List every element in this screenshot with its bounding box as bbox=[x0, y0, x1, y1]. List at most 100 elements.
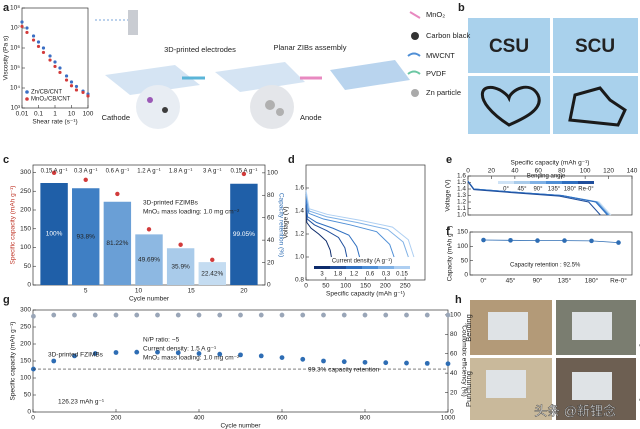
y-axis-label: Viscosity (Pa s) bbox=[3, 36, 10, 81]
point bbox=[175, 312, 181, 318]
y-axis-label: Voltage (V) bbox=[283, 206, 290, 238]
retention-marker bbox=[146, 227, 152, 232]
y-tick-label: 0.8 bbox=[295, 277, 304, 284]
x-tick-label: 0.01 bbox=[16, 111, 29, 118]
bar bbox=[40, 183, 68, 285]
point bbox=[51, 312, 57, 318]
x-tick-label: 80 bbox=[558, 168, 566, 175]
legend-swatch bbox=[330, 266, 346, 269]
legend-swatch bbox=[578, 181, 594, 184]
y2-tick-label: 40 bbox=[450, 370, 458, 377]
point bbox=[424, 360, 430, 366]
y2-axis-label: Capacity retention (%) bbox=[277, 193, 284, 257]
panel-label: f bbox=[446, 226, 450, 238]
retention-label: 49.69% bbox=[138, 256, 160, 263]
y-tick-label: 1.6 bbox=[295, 185, 304, 192]
annotation: MnO₂ mass loading: 1.0 mg cm⁻² bbox=[143, 209, 240, 216]
x-tick-label: 200 bbox=[111, 415, 122, 422]
y-tick-label: 300 bbox=[20, 169, 31, 176]
x-tick-label: 50 bbox=[322, 283, 330, 290]
schematic-label: Anode bbox=[300, 113, 322, 122]
retention-marker bbox=[210, 257, 215, 263]
retention-marker bbox=[51, 170, 57, 176]
y-tick-label: 1.6 bbox=[457, 173, 466, 180]
y-tick-label: 250 bbox=[20, 188, 31, 195]
x-tick-label: 0° bbox=[480, 277, 487, 285]
point bbox=[196, 351, 202, 356]
point bbox=[48, 58, 52, 62]
point bbox=[72, 312, 77, 318]
y-tick-label: 1.0 bbox=[457, 212, 466, 219]
panel-label: d bbox=[288, 154, 295, 166]
point bbox=[86, 94, 90, 98]
y-tick-label: 150 bbox=[20, 225, 31, 232]
point bbox=[64, 78, 69, 82]
point bbox=[424, 312, 430, 318]
retention-label: 35.9% bbox=[171, 263, 190, 270]
point bbox=[321, 358, 326, 364]
x-tick-label: 0 bbox=[466, 168, 470, 175]
legend-label: 0° bbox=[503, 187, 509, 193]
point bbox=[69, 84, 74, 88]
legend-label: 0.3 bbox=[382, 272, 391, 278]
rate-label: 0.15 A g⁻¹ bbox=[230, 169, 257, 175]
y2-tick-label: 40 bbox=[267, 237, 275, 244]
annotation: Current density: 1.5 A g⁻¹ bbox=[143, 346, 217, 353]
legend-swatch bbox=[514, 181, 530, 184]
panel-label: h bbox=[455, 294, 462, 306]
point bbox=[58, 66, 62, 70]
point bbox=[31, 313, 36, 319]
photos-b bbox=[468, 18, 638, 134]
legend-label: 45° bbox=[517, 187, 527, 193]
retention-marker bbox=[83, 177, 88, 183]
legend-label: Zn/CB/CNT bbox=[31, 90, 62, 96]
annotation: 3D-printed FZIMBs bbox=[143, 200, 199, 207]
point bbox=[53, 60, 57, 64]
y2-tick-label: 0 bbox=[450, 409, 454, 416]
line bbox=[305, 201, 348, 258]
y-tick-label: 1.2 bbox=[295, 231, 304, 238]
point bbox=[300, 356, 306, 362]
point bbox=[92, 312, 98, 318]
legend-label: 1.8 bbox=[334, 272, 343, 278]
x-tick-label: 600 bbox=[277, 415, 288, 422]
retention-marker bbox=[115, 191, 120, 197]
x-tick-label: 20 bbox=[488, 168, 496, 175]
x-tick-label: 5 bbox=[84, 288, 88, 295]
point bbox=[321, 312, 326, 318]
x-tick-label: 135° bbox=[558, 277, 572, 285]
bar bbox=[166, 248, 195, 285]
x-axis-label: Shear rate (s⁻¹) bbox=[32, 119, 77, 126]
legend-label: 0.6 bbox=[366, 272, 375, 278]
point bbox=[383, 360, 389, 366]
point bbox=[279, 312, 285, 318]
point bbox=[445, 361, 451, 367]
y-axis-label: Specific capacity (mAh g⁻¹) bbox=[10, 186, 17, 265]
point bbox=[616, 240, 621, 245]
panel-label: g bbox=[3, 294, 10, 306]
y2-tick-label: 0 bbox=[267, 282, 271, 289]
y-tick-label: 200 bbox=[20, 207, 31, 214]
y2-tick-label: 60 bbox=[267, 214, 275, 221]
x-tick-label: 0 bbox=[31, 415, 35, 422]
legend-label: MWCNT bbox=[426, 51, 455, 60]
point bbox=[74, 84, 79, 89]
panel-label: e bbox=[446, 154, 452, 166]
x-tick-label: 800 bbox=[360, 415, 371, 422]
line bbox=[483, 239, 619, 244]
legend-swatch bbox=[546, 181, 562, 184]
point bbox=[31, 38, 36, 42]
point bbox=[481, 237, 486, 243]
point bbox=[404, 312, 409, 318]
x-tick-label: 90° bbox=[533, 277, 543, 285]
y-tick-label: 50 bbox=[24, 263, 32, 270]
annotation: 99.3% capacity retention bbox=[308, 367, 380, 374]
point bbox=[113, 350, 119, 355]
annotation: Capacity retention : 92.5% bbox=[510, 263, 581, 269]
y-tick-label: 250 bbox=[20, 324, 31, 331]
y-tick-label: 100 bbox=[20, 244, 31, 251]
plot-frame bbox=[469, 231, 633, 276]
y-axis-label: Specific capacity (mAh g⁻¹) bbox=[10, 322, 17, 401]
bar bbox=[135, 234, 163, 285]
y-tick-label: 10⁸ bbox=[10, 5, 20, 12]
